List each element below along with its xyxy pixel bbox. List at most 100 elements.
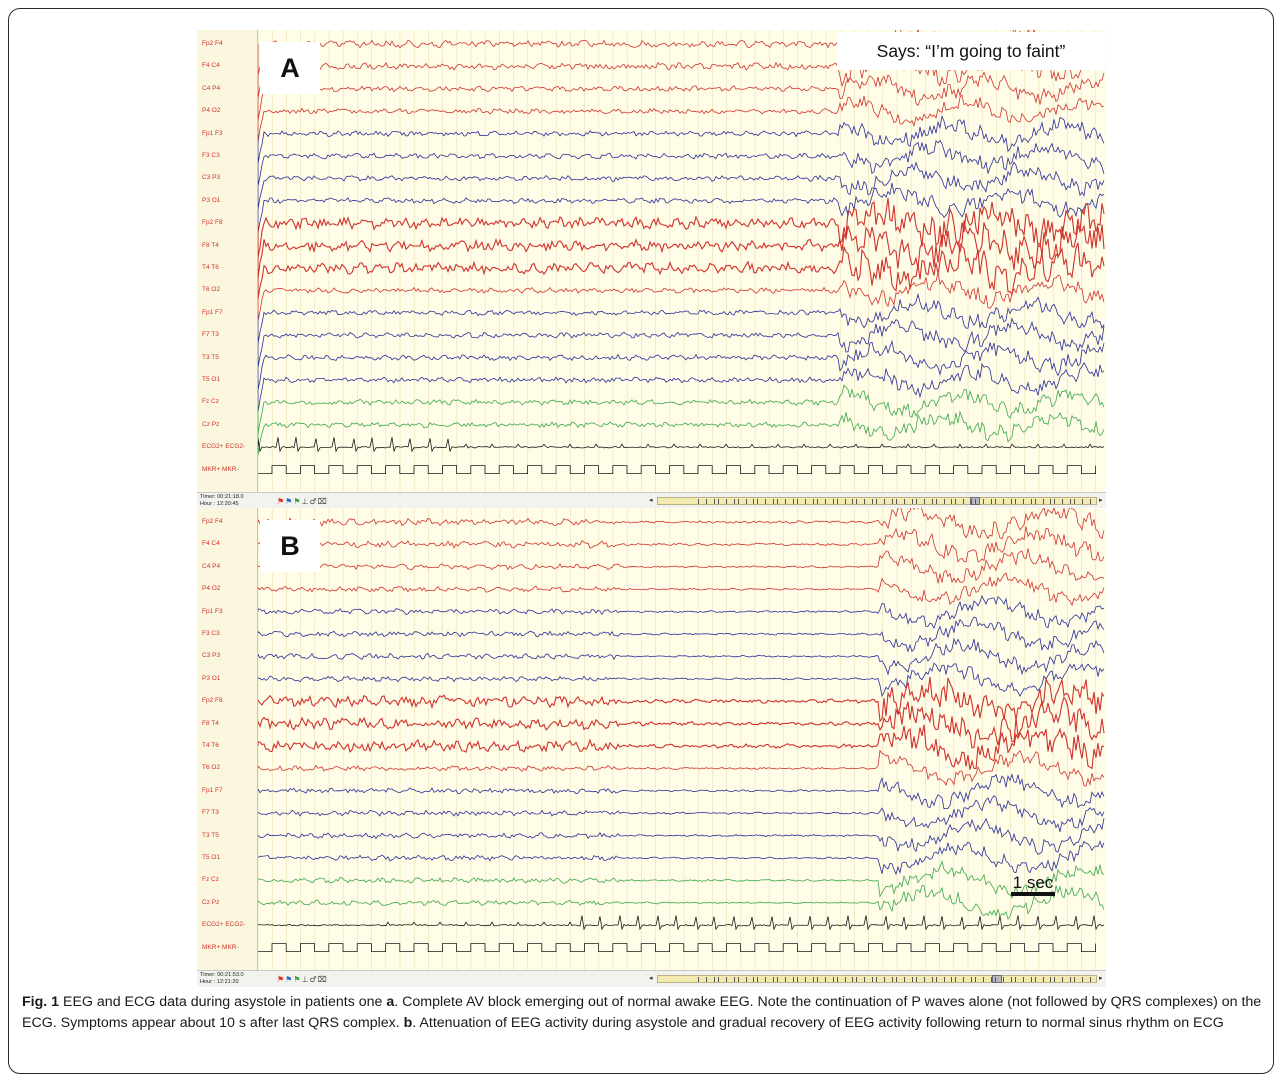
timeline-tick — [797, 499, 798, 504]
timeline-scrollbar[interactable] — [657, 975, 1097, 983]
channel-label: Cz Pz — [202, 898, 220, 906]
timeline-tick — [797, 977, 798, 982]
channel-trace — [258, 361, 1105, 413]
scroll-right-arrow-icon[interactable]: ▸ — [1099, 974, 1103, 982]
timeline-tick — [705, 499, 707, 504]
channel-label: T3 T5 — [202, 353, 219, 361]
timeline-tick — [733, 977, 735, 982]
timeline-tick — [832, 977, 834, 982]
timeline-scrollbar[interactable] — [657, 497, 1097, 505]
ground-icon[interactable]: ⊥ — [301, 975, 310, 984]
channel-label: Fp1 F7 — [202, 786, 223, 794]
timeline-tick — [1082, 499, 1084, 504]
channel-trace — [258, 182, 1105, 233]
blue-flag-icon[interactable]: ⚑ — [285, 975, 294, 984]
eeg-panel-a: Fp2 F4 F4 C4 C4 P4 P4 O2 Fp1 F3 F3 C3 C3 P3 P3 … — [197, 30, 1106, 509]
channel-label: F4 C4 — [202, 62, 220, 70]
timeline-tick — [765, 499, 767, 504]
channel-trace — [258, 410, 1105, 456]
scroll-left-arrow-icon[interactable]: ◂ — [649, 974, 653, 982]
channel-trace — [258, 885, 1105, 920]
red-flag-icon[interactable]: ⚑ — [277, 975, 286, 984]
timeline-tick — [971, 499, 973, 504]
timeline-tick — [975, 499, 977, 504]
timeline-tick — [923, 977, 925, 982]
scale-bar-line — [1011, 892, 1055, 896]
timeline-tick — [725, 499, 727, 504]
caption-part-3: . Attenuation of EEG activity during asy… — [412, 1015, 1224, 1031]
timeline-tick — [824, 499, 826, 504]
timeline-tick — [832, 499, 834, 504]
timer-readout: Timer: 00:21:53.0 Hour : 12:21:20 — [200, 972, 244, 985]
timeline-tick — [725, 977, 727, 982]
timeline-tick — [816, 977, 818, 982]
channel-label: MKR+ MKR- — [202, 943, 239, 951]
channel-label: C3 P3 — [202, 174, 221, 182]
timeline-tick — [753, 977, 755, 982]
timeline-tick — [943, 499, 945, 504]
channel-trace — [258, 220, 1105, 279]
timeline-tick — [1090, 977, 1091, 982]
channel-label: P4 O2 — [202, 585, 221, 593]
channel-label-gutter: Fp2 F4 F4 C4 C4 P4 P4 O2 Fp1 F3 F3 C3 C3 P3 P3 … — [197, 30, 258, 492]
channel-label: Fp2 F8 — [202, 219, 223, 227]
timeline-tick — [773, 499, 775, 504]
timeline-tick — [1030, 499, 1032, 504]
timeline-tick — [971, 977, 973, 982]
toolbar-icons: ⚑⚑⚑⊥♂⌧ — [277, 497, 328, 506]
timeline-tick — [1034, 977, 1036, 982]
timeline-tick — [717, 499, 719, 504]
timeline-tick — [1014, 499, 1016, 504]
channel-label: Fz Cz — [202, 398, 219, 406]
scroll-right-arrow-icon[interactable]: ▸ — [1099, 496, 1103, 504]
channel-label: P3 O1 — [202, 196, 221, 204]
timeline-tick — [757, 499, 759, 504]
panel-letter: B — [260, 520, 320, 572]
timeline-tick — [1010, 977, 1012, 982]
timeline-tick — [892, 977, 893, 982]
channel-trace — [258, 572, 1105, 607]
channel-trace — [258, 943, 1096, 952]
blue-flag-icon[interactable]: ⚑ — [285, 497, 294, 506]
timeline-tick — [1022, 499, 1024, 504]
timeline-tick — [1062, 499, 1064, 504]
timeline-tick — [785, 499, 787, 504]
timeline-tick — [1090, 499, 1091, 504]
channel-label: F8 T4 — [202, 241, 219, 249]
trash-icon[interactable]: ⌧ — [317, 975, 328, 984]
ground-icon[interactable]: ⊥ — [301, 497, 310, 506]
channel-trace — [258, 860, 1105, 899]
scrollbar-thumb[interactable] — [991, 975, 1002, 983]
channel-label: F3 C3 — [202, 152, 220, 159]
timeline-tick — [1010, 499, 1012, 504]
timeline-tick — [896, 977, 897, 982]
channel-trace — [258, 696, 1105, 749]
channel-label: F4 C4 — [202, 540, 220, 548]
channel-trace — [258, 526, 1105, 563]
channel-trace — [258, 48, 1105, 99]
channel-label: ECG2+ ECG2- — [202, 443, 246, 451]
timeline-tick — [777, 499, 779, 504]
channel-trace — [258, 272, 1105, 321]
trash-icon[interactable]: ⌧ — [317, 497, 328, 506]
timeline-tick — [931, 499, 933, 504]
time-scale-bar: 1 sec — [1011, 874, 1055, 896]
person-icon[interactable]: ♂ — [309, 497, 318, 506]
timer-readout: Timer: 00:21:18.0 Hour : 12:20:45 — [200, 494, 244, 507]
eeg-trace-plot — [258, 30, 1106, 492]
person-icon[interactable]: ♂ — [309, 975, 318, 984]
channel-label: T4 T6 — [202, 742, 219, 749]
green-flag-icon[interactable]: ⚑ — [293, 497, 302, 506]
scroll-left-arrow-icon[interactable]: ◂ — [649, 496, 653, 504]
timeline-tick — [844, 977, 846, 982]
timeline-tick — [733, 499, 735, 504]
timeline-tick — [1022, 977, 1024, 982]
channel-trace — [258, 94, 1105, 143]
caption-part-1: EEG and ECG data during asystole in pati… — [59, 994, 387, 1010]
channel-label: Fp2 F4 — [202, 40, 223, 47]
recording-status-bar: Timer: 00:21:53.0 Hour : 12:21:20 ⚑⚑⚑⊥♂⌧… — [197, 970, 1106, 987]
timeline-tick — [896, 499, 897, 504]
channel-trace — [258, 465, 1096, 474]
red-flag-icon[interactable]: ⚑ — [277, 497, 286, 506]
green-flag-icon[interactable]: ⚑ — [293, 975, 302, 984]
